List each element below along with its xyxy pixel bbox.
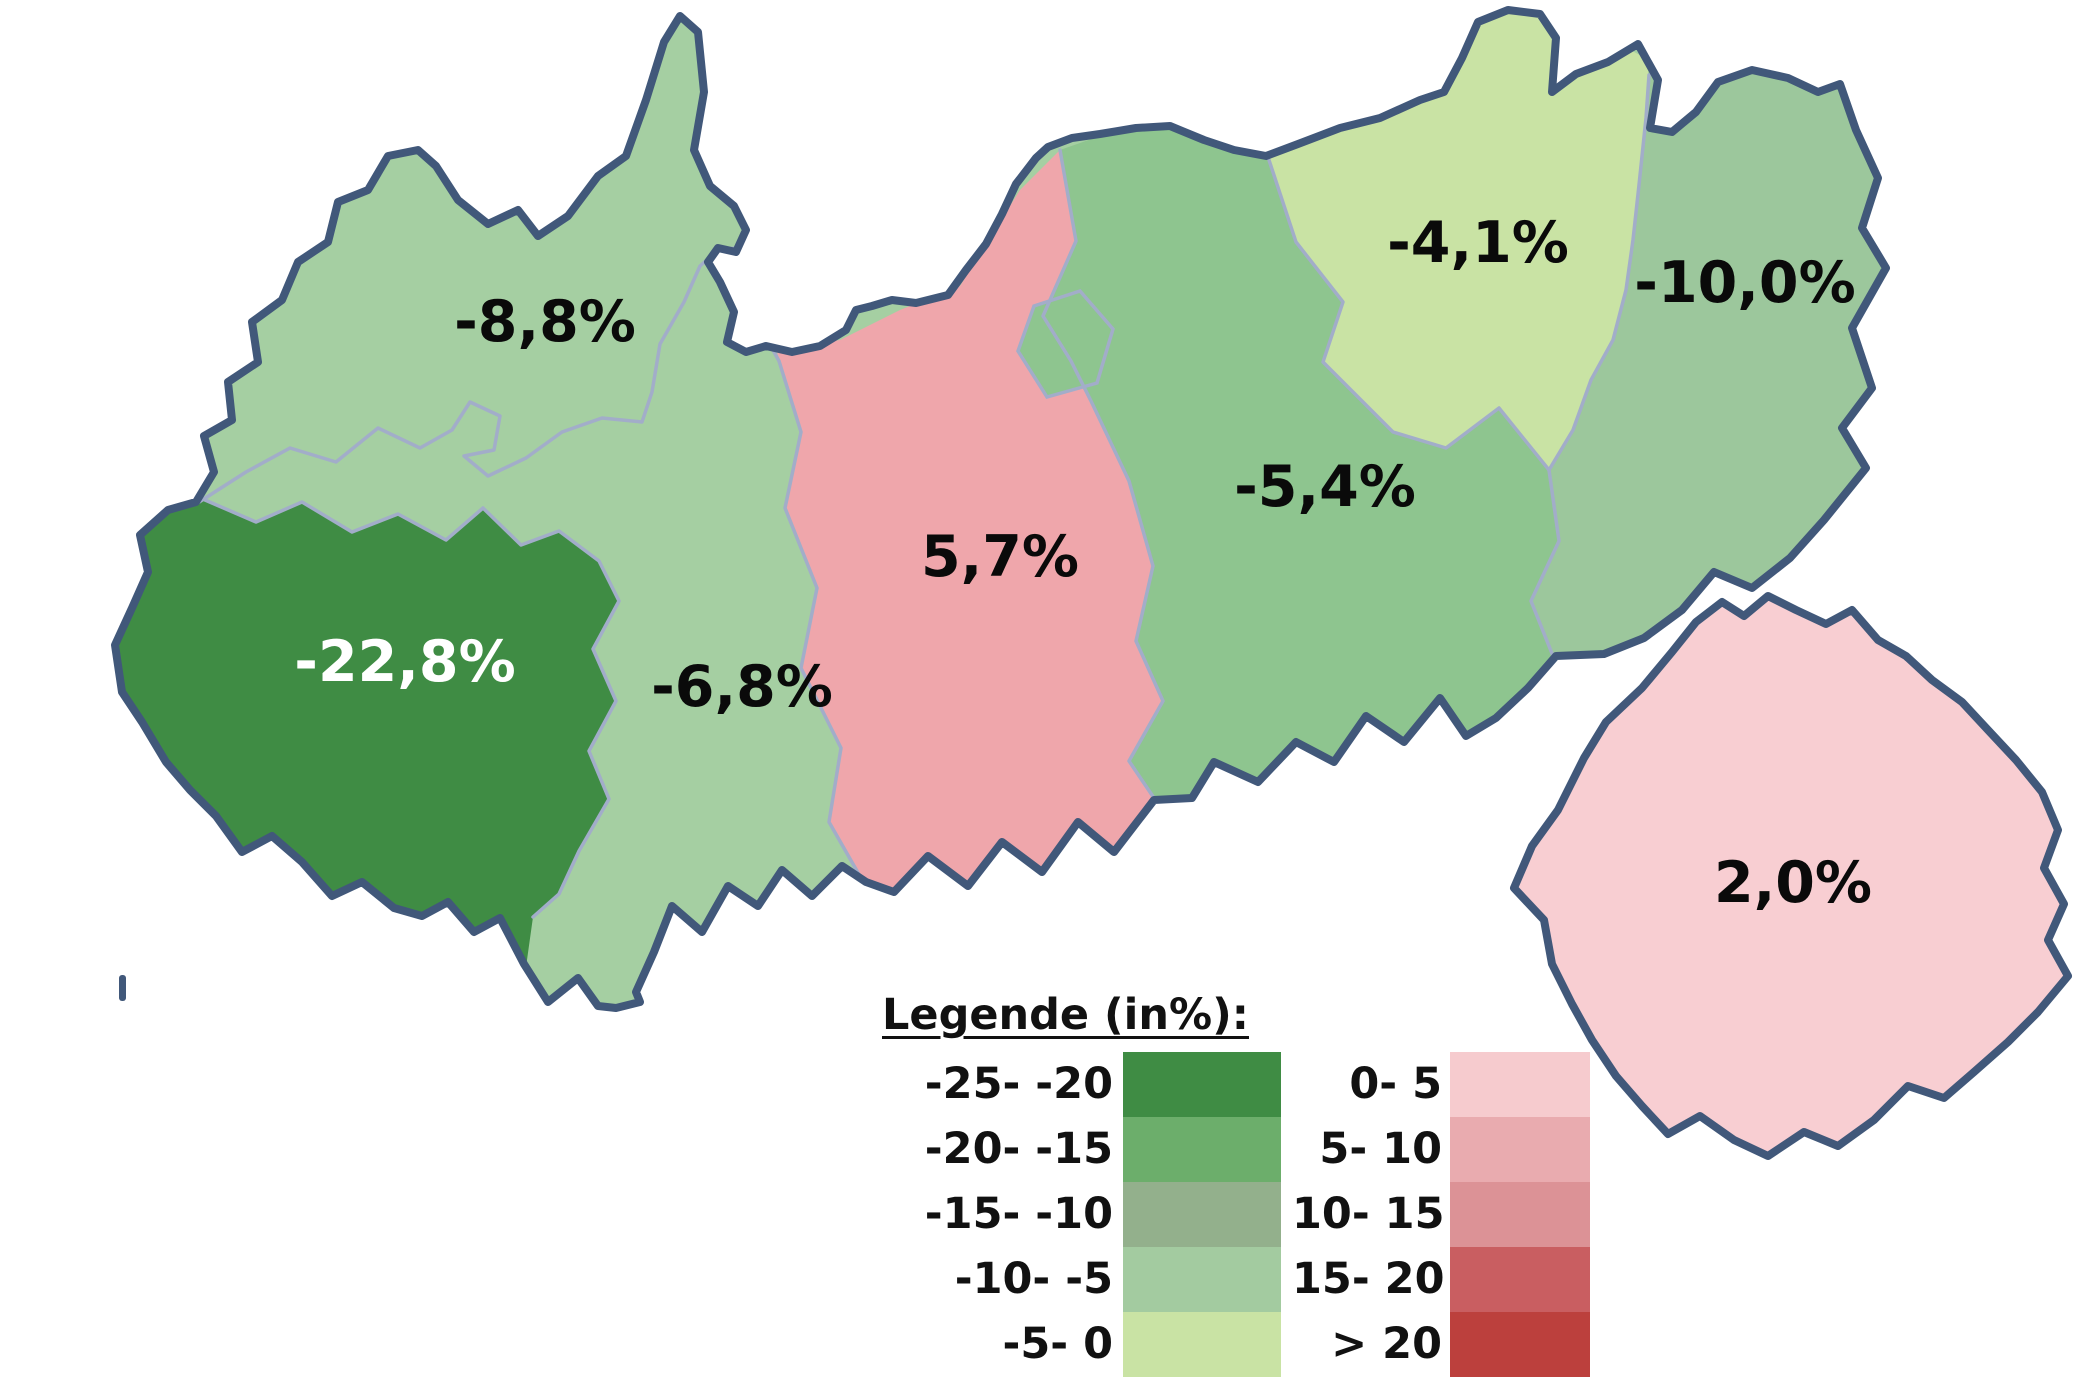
legend-color-swatch	[1450, 1052, 1590, 1117]
region-city-enclave-shape	[1016, 288, 1115, 400]
legend-negative-column: -25- -20 -20- -15 -15- -10 -10- -5 -5- 0	[876, 1052, 1281, 1377]
legend-row: 5- 10	[1292, 1117, 1590, 1182]
legend-range-label: > 20	[1331, 1319, 1442, 1369]
legend-title: Legende (in%):	[882, 990, 1249, 1040]
legend-range-label: -15- -10	[924, 1189, 1113, 1239]
legend-row: 0- 5	[1292, 1052, 1590, 1117]
district-border-kitzbuehel-west	[1547, 73, 1651, 472]
district-border-reutte-south	[194, 230, 748, 506]
district-border-landeck	[203, 498, 621, 919]
legend-row: > 20	[1292, 1312, 1590, 1377]
legend-positive-column: 0- 5 5- 10 10- 15 15- 20 > 20	[1292, 1052, 1590, 1377]
region-label-northwest: -8,8%	[454, 289, 636, 355]
legend-row: -25- -20	[876, 1052, 1281, 1117]
region-label-pale-green: -4,1%	[1387, 210, 1569, 276]
legend-range-label: -25- -20	[924, 1059, 1113, 1109]
legend-row: -15- -10	[876, 1182, 1281, 1247]
legend-color-swatch	[1450, 1182, 1590, 1247]
region-pink-center-shape	[770, 150, 1200, 960]
legend-row: -10- -5	[876, 1247, 1281, 1312]
legend-color-swatch	[1123, 1117, 1281, 1182]
legend-range-label: 0- 5	[1349, 1059, 1442, 1109]
legend-range-label: -20- -15	[924, 1124, 1113, 1174]
region-label-pink-center: 5,7%	[921, 524, 1079, 590]
legend-color-swatch	[1123, 1247, 1281, 1312]
legend-color-swatch	[1450, 1247, 1590, 1312]
legend-row: -5- 0	[876, 1312, 1281, 1377]
map-artifact-tick	[119, 975, 126, 1001]
legend-range-label: 10- 15	[1292, 1189, 1445, 1239]
legend-color-swatch	[1450, 1117, 1590, 1182]
legend-color-swatch	[1123, 1312, 1281, 1377]
region-label-east-green: -10,0%	[1634, 250, 1855, 316]
district-border-kufstein-south	[1266, 155, 1551, 472]
legend-row: 10- 15	[1292, 1182, 1590, 1247]
district-border-schwaz-west	[1041, 148, 1179, 838]
region-label-west-center: -6,8%	[651, 654, 833, 720]
legend-row: 15- 20	[1292, 1247, 1590, 1312]
region-label-east-tyrol: 2,0%	[1714, 850, 1872, 916]
legend-range-label: 15- 20	[1292, 1254, 1445, 1304]
legend-range-label: 5- 10	[1319, 1124, 1442, 1174]
region-east-tyrol-shape	[1510, 592, 2072, 1160]
legend-row: -20- -15	[876, 1117, 1281, 1182]
legend-range-label: -5- 0	[1002, 1319, 1113, 1369]
region-label-schwaz: -5,4%	[1234, 454, 1416, 520]
legend-range-label: -10- -5	[954, 1254, 1113, 1304]
district-border-imst-east	[760, 328, 867, 887]
legend-color-swatch	[1450, 1312, 1590, 1377]
legend-color-swatch	[1123, 1052, 1281, 1117]
region-label-dark-green: -22,8%	[294, 629, 515, 695]
legend-color-swatch	[1123, 1182, 1281, 1247]
north-tyrol-outline	[111, 6, 1890, 1012]
map-legend: Legende (in%): -25- -20 -20- -15 -15- -1…	[876, 990, 1616, 1377]
